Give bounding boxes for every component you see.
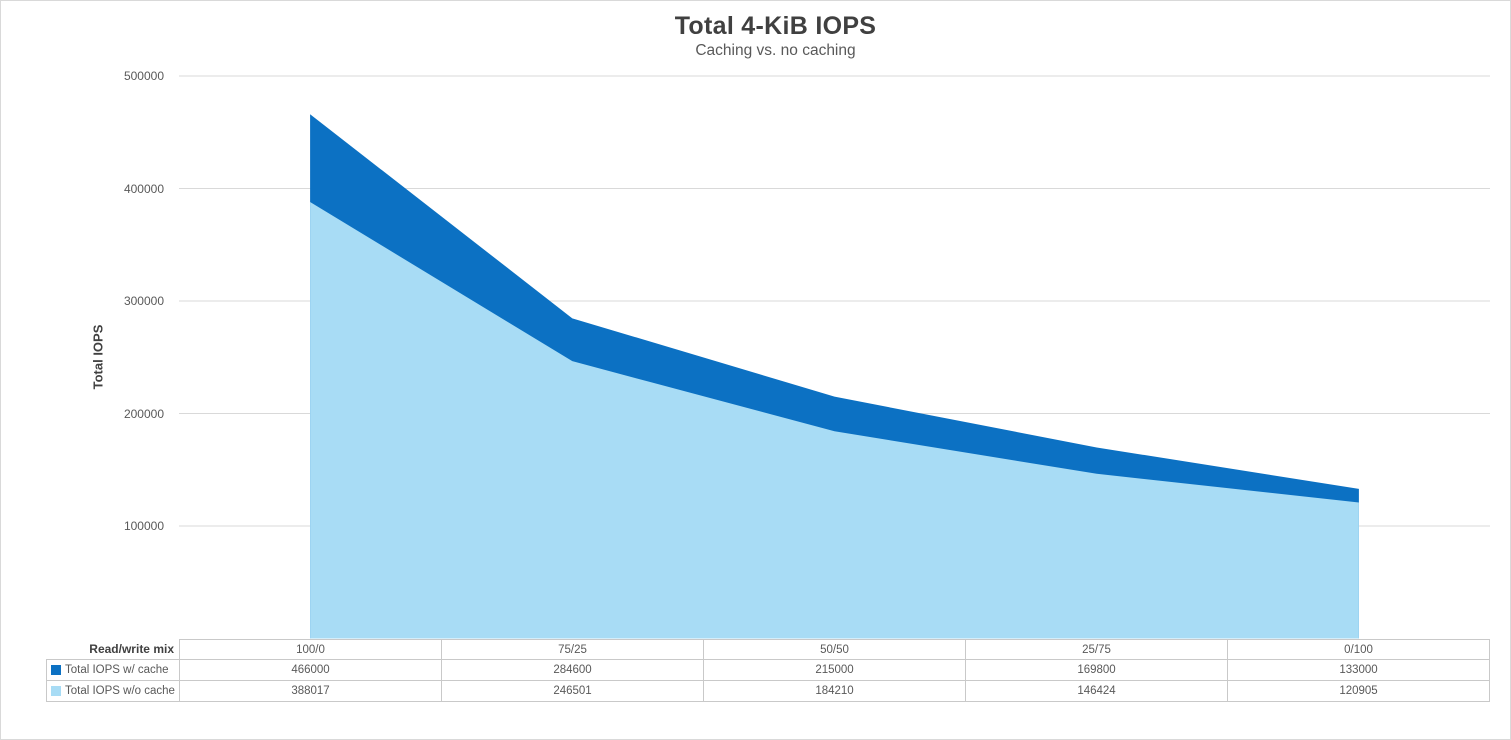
y-tick-100000: 100000 xyxy=(123,519,164,533)
chart-title: Total 4-KiB IOPS xyxy=(674,12,877,40)
table-value: 120905 xyxy=(1228,681,1490,702)
table-corner-label: Read/write mix xyxy=(46,639,180,660)
legend-label: Total IOPS w/ cache xyxy=(65,664,169,676)
category-label: 100/0 xyxy=(180,639,442,660)
y-tick-300000: 300000 xyxy=(123,294,164,308)
y-tick-400000: 400000 xyxy=(123,181,164,196)
category-label: 75/25 xyxy=(442,639,704,660)
legend-item-with-cache: Total IOPS w/ cache xyxy=(46,660,180,681)
category-label: 0/100 xyxy=(1228,639,1490,660)
table-value: 284600 xyxy=(442,660,704,681)
chart-subtitle: Caching vs. no caching xyxy=(695,42,856,59)
table-value: 184210 xyxy=(704,681,966,702)
table-value: 169800 xyxy=(966,660,1228,681)
area-series-with-cache xyxy=(310,114,1359,639)
area-series-without-cache xyxy=(310,201,1359,639)
y-tick-500000: 500000 xyxy=(123,69,164,83)
category-label: 25/75 xyxy=(966,639,1228,660)
legend-label: Total IOPS w/o cache xyxy=(65,685,175,697)
table-value: 215000 xyxy=(704,660,966,681)
table-value: 466000 xyxy=(180,660,442,681)
data-table: Read/write mix 100/0 75/25 50/50 25/75 0… xyxy=(46,639,1490,702)
y-tick-200000: 200000 xyxy=(123,406,164,421)
table-value: 146424 xyxy=(966,681,1228,702)
legend-item-without-cache: Total IOPS w/o cache xyxy=(46,681,180,702)
table-value: 388017 xyxy=(180,681,442,702)
legend-swatch-with-cache-icon xyxy=(51,665,61,675)
legend-swatch-without-cache-icon xyxy=(51,686,61,696)
table-value: 133000 xyxy=(1228,660,1490,681)
category-label: 50/50 xyxy=(704,639,966,660)
y-axis-title: Total IOPS xyxy=(90,324,106,390)
table-value: 246501 xyxy=(442,681,704,702)
